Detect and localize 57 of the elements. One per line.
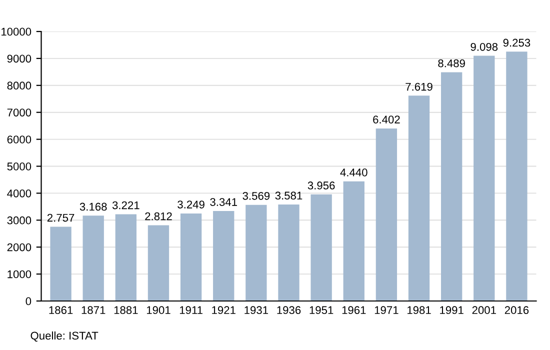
y-tick-label: 7000 bbox=[7, 108, 32, 116]
data-label: 3.249 bbox=[178, 200, 204, 208]
data-label: 2.812 bbox=[145, 212, 172, 220]
x-tick-label: 1881 bbox=[114, 306, 138, 314]
bar bbox=[82, 216, 104, 301]
x-tick-label: 1961 bbox=[342, 306, 366, 314]
bar bbox=[376, 128, 398, 301]
y-tick-label: 5000 bbox=[7, 162, 32, 170]
bar bbox=[180, 213, 202, 301]
bar bbox=[506, 52, 528, 301]
data-label: 3.221 bbox=[112, 201, 140, 210]
data-label: 3.341 bbox=[210, 198, 237, 206]
y-tick-label: 9000 bbox=[7, 54, 32, 63]
bar bbox=[50, 226, 72, 301]
y-tick-label: 6000 bbox=[7, 136, 32, 144]
x-tick-label: 1981 bbox=[408, 306, 431, 314]
x-tick-label: 1936 bbox=[277, 306, 301, 314]
data-label: 9.253 bbox=[503, 38, 530, 47]
bar bbox=[246, 204, 267, 301]
source-note: Quelle: ISTAT bbox=[30, 331, 98, 342]
bar bbox=[474, 56, 495, 301]
data-label: 3.168 bbox=[80, 202, 107, 211]
x-tick-label: 1931 bbox=[244, 306, 268, 314]
x-tick-label: 2016 bbox=[504, 306, 529, 314]
bar bbox=[148, 225, 170, 301]
bar bbox=[115, 214, 137, 301]
bar bbox=[408, 96, 430, 301]
y-tick-label: 3000 bbox=[7, 216, 32, 224]
bar bbox=[343, 181, 364, 301]
x-tick-label: 1871 bbox=[82, 306, 106, 314]
data-label: 9.098 bbox=[470, 42, 498, 51]
data-label: 4.440 bbox=[340, 168, 368, 176]
y-tick-label: 2000 bbox=[7, 243, 32, 252]
x-tick-label: 1951 bbox=[310, 306, 334, 314]
x-tick-label: 1921 bbox=[212, 306, 236, 314]
data-label: 3.569 bbox=[242, 192, 270, 200]
x-tick-label: 2001 bbox=[472, 306, 496, 314]
bar bbox=[440, 72, 462, 301]
bar bbox=[310, 194, 332, 301]
bar bbox=[213, 210, 234, 301]
y-tick-label: 4000 bbox=[7, 189, 32, 198]
x-tick-label: 1991 bbox=[440, 306, 464, 314]
data-label: 8.489 bbox=[438, 59, 465, 68]
bar bbox=[278, 204, 300, 301]
data-label: 6.402 bbox=[373, 116, 400, 124]
x-tick-label: 1901 bbox=[146, 306, 170, 314]
y-tick-label: 0 bbox=[26, 297, 32, 306]
x-tick-label: 1911 bbox=[180, 306, 202, 314]
y-tick-label: 1000 bbox=[8, 270, 32, 278]
y-tick-label: 8000 bbox=[7, 82, 32, 90]
data-label: 3.956 bbox=[308, 182, 335, 190]
x-tick-label: 1971 bbox=[374, 306, 398, 314]
y-tick-label: 10000 bbox=[1, 28, 32, 36]
data-label: 7.619 bbox=[406, 82, 432, 91]
x-tick-label: 1861 bbox=[49, 306, 73, 314]
data-label: 3.581 bbox=[275, 192, 302, 200]
data-label: 2.757 bbox=[47, 214, 74, 222]
